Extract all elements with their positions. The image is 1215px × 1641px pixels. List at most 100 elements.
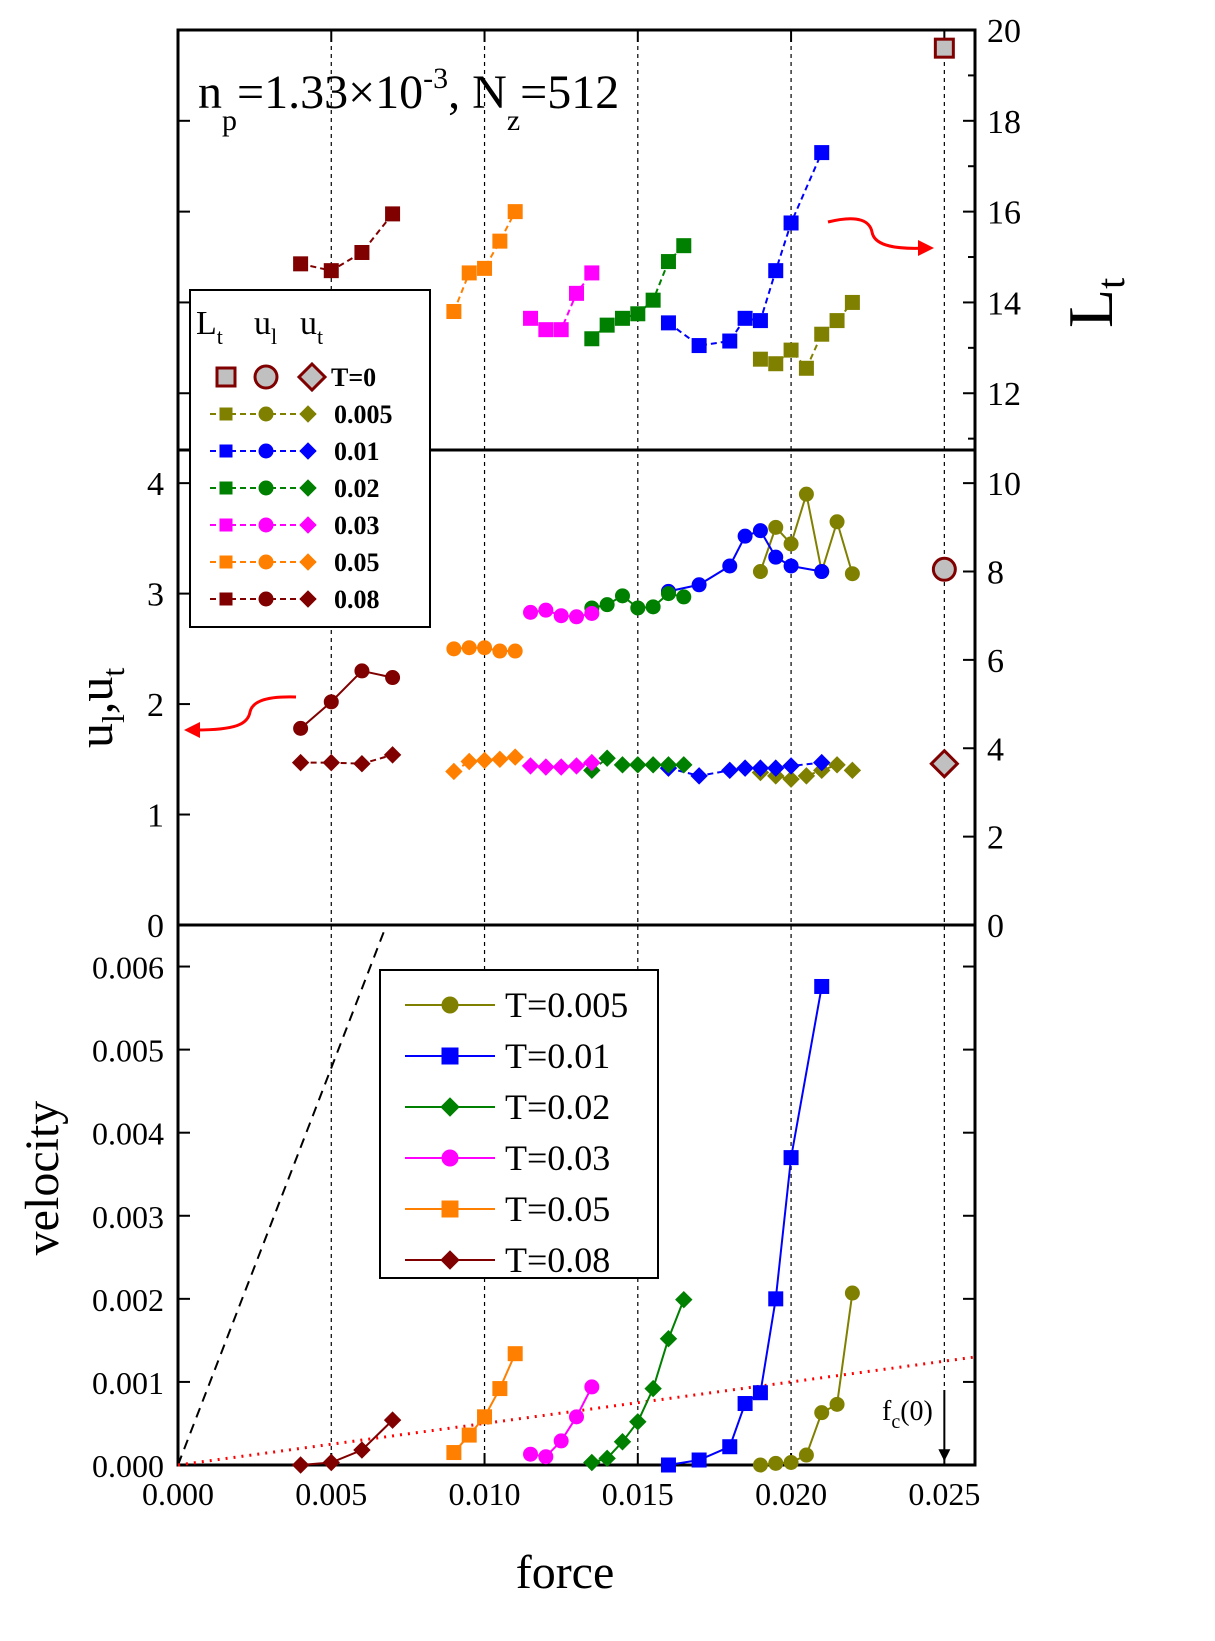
annotation-eq1: =1.33×10 bbox=[237, 66, 423, 119]
legend-entry-label: 0.03 bbox=[334, 511, 380, 540]
velocity-legend-marker bbox=[440, 1250, 460, 1270]
ut-T0-marker bbox=[929, 748, 960, 779]
ut-T0.005-marker bbox=[843, 761, 862, 780]
Lt-T0.01-marker bbox=[768, 263, 784, 279]
velocity-T=0.005-marker bbox=[798, 1447, 814, 1463]
mid-left-ytick-label: 1 bbox=[147, 798, 164, 835]
legend-entry-label: 0.02 bbox=[334, 474, 380, 503]
legend-entry-label: 0.01 bbox=[334, 437, 380, 466]
Lt-T0.005-marker bbox=[798, 360, 814, 376]
velocity-legend-label: T=0.01 bbox=[505, 1036, 610, 1076]
force-tick-label: 0.015 bbox=[602, 1476, 674, 1512]
velocity-tick-label: 0.005 bbox=[92, 1033, 164, 1069]
Lt-axis-title: Lt bbox=[1055, 278, 1133, 328]
ul-ut-axis-title-comma: ,u bbox=[67, 677, 123, 715]
Lt-T0.005-marker bbox=[829, 313, 845, 329]
ut-T0.01-marker bbox=[751, 759, 770, 777]
Lt-T0.08-marker bbox=[354, 244, 370, 260]
mid-left-ytick-label: 0 bbox=[147, 908, 164, 945]
Lt-T0.01-marker bbox=[814, 145, 830, 161]
Lt-T0.03-marker bbox=[523, 310, 539, 326]
velocity-T=0.03-marker bbox=[538, 1449, 554, 1465]
force-tick-label: 0.000 bbox=[142, 1476, 214, 1512]
ut-T0.08-line bbox=[300, 753, 393, 765]
Lt-T0-marker bbox=[933, 37, 955, 59]
Lt-T0.08-marker bbox=[385, 206, 401, 222]
ul-T0.02-marker bbox=[630, 600, 646, 616]
legend-Lt-marker bbox=[219, 518, 233, 532]
ut-T0.05-marker bbox=[475, 751, 494, 770]
legend-Lt-marker bbox=[219, 555, 233, 569]
mid-right-ytick-label: 2 bbox=[987, 820, 1004, 857]
Lt-T0.01-marker bbox=[691, 338, 707, 354]
top-ytick-label: 16 bbox=[987, 195, 1021, 232]
velocity-T=0.03-marker bbox=[553, 1433, 569, 1449]
force-tick-label: 0.010 bbox=[449, 1476, 521, 1512]
Lt-T0.05-marker bbox=[507, 204, 523, 220]
velocity-T=0.02-marker bbox=[629, 1413, 647, 1431]
ut-T0.01-marker bbox=[721, 761, 739, 780]
velocity-legend-label: T=0.03 bbox=[505, 1138, 610, 1178]
velocity-legend-box bbox=[379, 969, 659, 1279]
legend-ul-marker bbox=[258, 480, 274, 496]
annotation-eq2: =512 bbox=[520, 66, 619, 119]
velocity-T=0.02-marker bbox=[644, 1379, 662, 1398]
ul-T0.02-marker bbox=[676, 589, 692, 605]
velocity-legend-label: T=0.08 bbox=[505, 1240, 610, 1280]
velocity-T=0.05-marker bbox=[477, 1409, 493, 1425]
Lt-T0.08-line bbox=[300, 213, 394, 272]
velocity-tick-label: 0.003 bbox=[92, 1199, 164, 1235]
ul-T0.005-marker bbox=[798, 486, 814, 502]
velocity-T=0.005-marker bbox=[844, 1285, 860, 1301]
ul-ut-axis-title-s2: t bbox=[95, 668, 131, 677]
ut-T0.05-marker bbox=[506, 748, 524, 766]
Lt-T0.005-marker bbox=[844, 294, 860, 310]
velocity-T=0.01-marker bbox=[722, 1439, 738, 1455]
velocity-T=0.005-marker bbox=[783, 1455, 799, 1471]
Lt-T0.02-marker bbox=[584, 331, 600, 347]
Lt-T0.01-marker bbox=[783, 215, 799, 231]
top-ytick-label: 20 bbox=[987, 13, 1021, 50]
ut-T0.01-marker bbox=[736, 759, 754, 777]
ul-T0.02-marker bbox=[645, 599, 661, 615]
ut-T0.005-marker bbox=[782, 770, 800, 788]
legend-Lt-marker bbox=[219, 592, 233, 606]
velocity-T=0.08-marker bbox=[353, 1441, 371, 1459]
top-ytick-label: 18 bbox=[987, 104, 1021, 141]
force-tick-label: 0.005 bbox=[295, 1476, 367, 1512]
ut-T0.03-marker bbox=[583, 753, 601, 772]
Lt-T0.01-marker bbox=[737, 310, 753, 326]
ul-T0.005-marker bbox=[752, 564, 768, 580]
ul-T0.01-marker bbox=[722, 558, 738, 574]
legend-box bbox=[189, 289, 431, 628]
ul-T0.08-marker bbox=[385, 670, 401, 686]
ul-T0.03-marker bbox=[523, 604, 539, 620]
ul-ut-axis-title-s1: l bbox=[95, 714, 131, 723]
ut-T0.08-marker bbox=[353, 755, 371, 773]
ul-T0.03-marker bbox=[553, 608, 569, 624]
ut-T0.01-marker bbox=[782, 757, 800, 775]
Lt-T0.05-marker bbox=[446, 304, 462, 320]
ul-T0.005-marker bbox=[829, 514, 845, 530]
velocity-T=0.01-marker bbox=[768, 1291, 784, 1307]
velocity-legend-marker bbox=[441, 1047, 459, 1065]
velocity-T=0.02-marker bbox=[659, 1330, 678, 1348]
ut-T0.02-marker bbox=[659, 756, 678, 774]
annotation-exp: -3 bbox=[423, 62, 448, 95]
ul-T0.03-marker bbox=[538, 602, 554, 618]
velocity-T=0.005-line bbox=[760, 1292, 854, 1466]
legend-ul-marker bbox=[258, 591, 274, 607]
velocity-T=0.005-marker bbox=[814, 1405, 830, 1421]
ul-T0.08-line bbox=[299, 669, 393, 730]
ut-T0.08-marker bbox=[291, 753, 310, 772]
Lt-axis-title-main: L bbox=[1055, 289, 1126, 328]
legend-header-0: Lt bbox=[196, 305, 223, 349]
velocity-legend-label: T=0.005 bbox=[505, 985, 628, 1025]
legend-Lt-marker bbox=[219, 407, 233, 421]
force-tick-label: 0.020 bbox=[755, 1476, 827, 1512]
mid-right-ytick-label: 8 bbox=[987, 555, 1004, 592]
annotation-n: n bbox=[198, 66, 222, 119]
top-ytick-label: 12 bbox=[987, 376, 1021, 413]
velocity-legend-marker bbox=[441, 996, 459, 1014]
legend-ul-marker bbox=[258, 517, 274, 533]
